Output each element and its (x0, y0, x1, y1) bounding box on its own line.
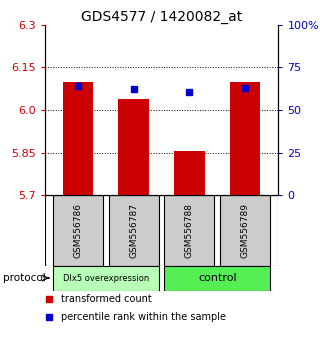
Title: GDS4577 / 1420082_at: GDS4577 / 1420082_at (81, 10, 242, 24)
Text: GSM556787: GSM556787 (129, 203, 138, 258)
Bar (230, 82, 260, 195)
Bar (220, 195, 270, 266)
Bar (174, 151, 205, 195)
Bar (164, 195, 214, 266)
Text: GSM556789: GSM556789 (241, 203, 250, 258)
Bar (109, 195, 159, 266)
Text: protocol: protocol (3, 273, 46, 283)
Bar (63, 82, 93, 195)
Bar (164, 266, 270, 291)
Text: GSM556788: GSM556788 (185, 203, 194, 258)
Bar (53, 195, 103, 266)
Text: Dlx5 overexpression: Dlx5 overexpression (63, 274, 149, 282)
Text: GSM556786: GSM556786 (74, 203, 83, 258)
Text: percentile rank within the sample: percentile rank within the sample (61, 312, 226, 322)
Bar (53, 266, 159, 291)
Bar (118, 99, 149, 195)
Text: transformed count: transformed count (61, 295, 152, 304)
Text: control: control (198, 273, 236, 283)
